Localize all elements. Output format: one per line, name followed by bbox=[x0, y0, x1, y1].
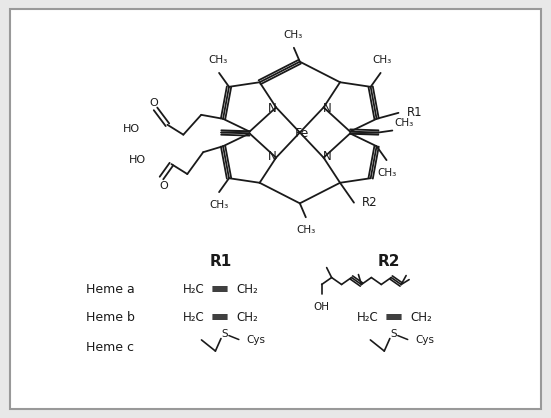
Text: HO: HO bbox=[128, 155, 145, 165]
Text: O: O bbox=[159, 181, 168, 191]
Text: R2: R2 bbox=[362, 196, 377, 209]
Text: Cys: Cys bbox=[247, 334, 266, 344]
Text: CH₃: CH₃ bbox=[296, 225, 315, 235]
Text: HO: HO bbox=[122, 124, 139, 134]
Text: CH₃: CH₃ bbox=[209, 200, 229, 210]
Text: S: S bbox=[391, 329, 397, 339]
Text: CH₃: CH₃ bbox=[377, 168, 396, 178]
Text: Fe: Fe bbox=[295, 127, 309, 140]
Text: N: N bbox=[268, 102, 277, 115]
Text: R2: R2 bbox=[378, 254, 401, 269]
Text: O: O bbox=[149, 98, 158, 108]
Text: Heme c: Heme c bbox=[87, 341, 134, 354]
Text: S: S bbox=[222, 329, 228, 339]
Text: OH: OH bbox=[314, 302, 329, 312]
FancyBboxPatch shape bbox=[10, 9, 541, 409]
Text: N: N bbox=[323, 102, 332, 115]
Text: CH₂: CH₂ bbox=[410, 311, 432, 324]
Text: Heme a: Heme a bbox=[87, 283, 135, 296]
Text: CH₃: CH₃ bbox=[395, 117, 414, 127]
Text: R1: R1 bbox=[407, 106, 422, 120]
Text: CH₃: CH₃ bbox=[372, 55, 391, 65]
Text: H₂C: H₂C bbox=[183, 283, 204, 296]
Text: CH₂: CH₂ bbox=[236, 311, 258, 324]
Text: Cys: Cys bbox=[415, 334, 435, 344]
Text: N: N bbox=[323, 150, 332, 163]
Text: N: N bbox=[268, 150, 277, 163]
Text: CH₃: CH₃ bbox=[208, 55, 228, 65]
Text: R1: R1 bbox=[209, 254, 231, 269]
Text: CH₃: CH₃ bbox=[283, 30, 302, 40]
Text: H₂C: H₂C bbox=[356, 311, 379, 324]
Text: Heme b: Heme b bbox=[87, 311, 135, 324]
Text: CH₂: CH₂ bbox=[236, 283, 258, 296]
Text: H₂C: H₂C bbox=[183, 311, 204, 324]
